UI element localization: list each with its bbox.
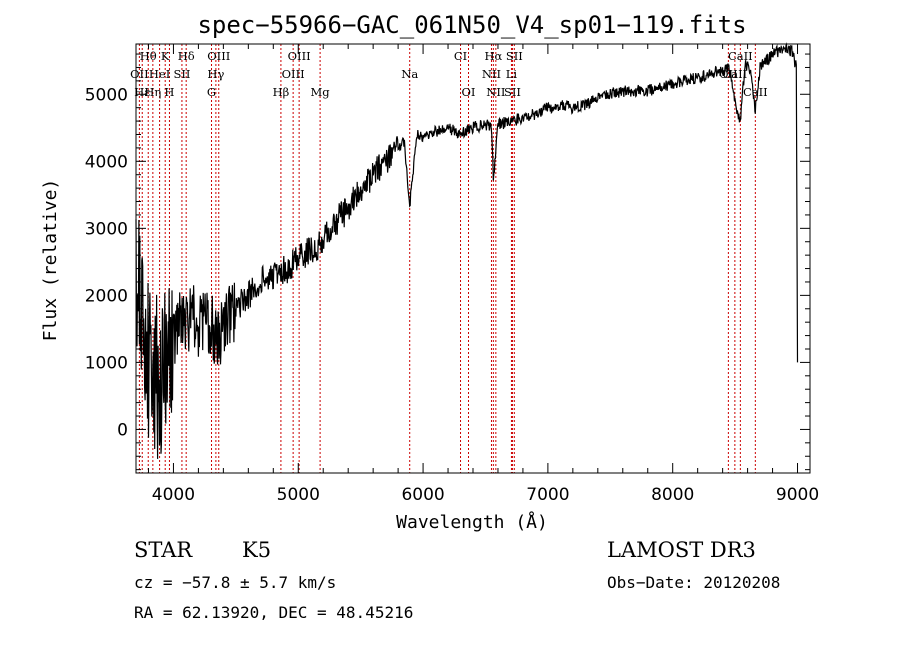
survey-name: LAMOST DR3	[607, 538, 756, 562]
y-tick-label: 0	[117, 420, 128, 440]
y-axis-label: Flux (relative)	[40, 179, 61, 342]
spectral-line-label: OI	[462, 85, 476, 99]
y-tick-label: 5000	[85, 85, 128, 105]
spectral-line-label: Mg	[311, 85, 331, 99]
spectral-line-label: CaII	[728, 49, 753, 63]
spectral-line-label: G	[207, 85, 216, 99]
spectral-line-label: Hα	[484, 49, 502, 63]
x-tick-label: 9000	[776, 485, 819, 505]
spectral-line-label: SII	[506, 49, 523, 63]
spectral-line-label: Hθ	[140, 49, 157, 63]
spectral-line-label: OII	[719, 67, 738, 81]
spectral-line-label: OIII	[207, 49, 230, 63]
y-axis-ticks: 0 1000 2000 3000 4000 5000	[85, 53, 810, 471]
chart-title: spec−55966−GAC_061N50_V4_sp01−119.fits	[197, 11, 746, 39]
y-tick-label: 3000	[85, 219, 128, 239]
spectral-line-label: OII	[130, 67, 149, 81]
spectral-line-label: Hη	[144, 85, 161, 99]
spectral-line-markers	[138, 44, 756, 473]
spectrum-series-line	[135, 42, 799, 459]
x-tick-label: 8000	[651, 485, 694, 505]
x-tick-label: 7000	[526, 485, 569, 505]
spectral-line-label: CaII	[743, 85, 768, 99]
spectral-line-label: Li	[506, 67, 518, 81]
spectral-line-label: NII	[486, 85, 505, 99]
sky-coordinates: RA = 62.13920, DEC = 48.45216	[134, 603, 414, 622]
y-tick-label: 2000	[85, 286, 128, 306]
x-tick-label: 6000	[401, 485, 444, 505]
plot-frame	[135, 43, 811, 474]
spectral-line-label: Hγ	[207, 67, 224, 81]
y-tick-label: 4000	[85, 152, 128, 172]
object-class: STAR	[134, 538, 193, 562]
object-subclass: K5	[242, 538, 272, 562]
spectral-line-label: K	[161, 49, 170, 63]
spectral-line-label: Hε	[134, 85, 150, 99]
spectral-line-label: SII	[504, 85, 521, 99]
x-tick-label: 5000	[277, 485, 320, 505]
redshift-value: cz = −57.8 ± 5.7 km/s	[134, 573, 337, 592]
x-tick-label: 4000	[152, 485, 195, 505]
spectral-line-label: CI	[454, 49, 467, 63]
x-axis-label: Wavelength (Å)	[396, 511, 548, 533]
spectral-line-label: HeI	[149, 67, 170, 81]
spectral-line-label: NII	[482, 67, 501, 81]
y-tick-label: 1000	[85, 353, 128, 373]
spectral-line-label: SII	[173, 67, 190, 81]
x-axis-ticks: 4000 5000 6000 7000 8000 9000	[147, 44, 819, 505]
spectral-line-label: OIII	[282, 67, 305, 81]
observation-date: Obs−Date: 20120208	[607, 573, 781, 592]
spectral-line-label: H	[164, 85, 174, 99]
spectral-line-label: Hβ	[273, 85, 290, 99]
spectral-line-label: OIII	[288, 49, 311, 63]
spectral-line-label: Na	[401, 67, 418, 81]
spectral-line-label: Hδ	[178, 49, 195, 63]
